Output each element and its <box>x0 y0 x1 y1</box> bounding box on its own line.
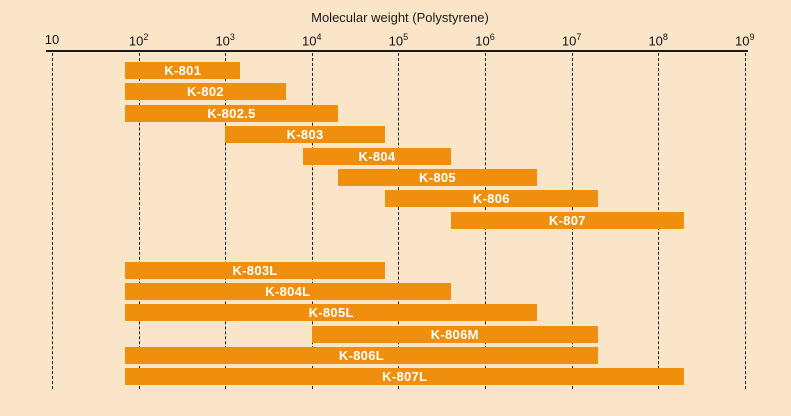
x-axis-tick-label: 102 <box>128 32 149 49</box>
mw-range-bar-k-807l: K-807L <box>125 368 685 385</box>
bar-label: K-807 <box>548 212 586 228</box>
x-axis-tick-label: 109 <box>735 32 755 49</box>
x-axis-tick-label: 107 <box>561 32 582 49</box>
gridline <box>225 53 227 389</box>
gridline <box>744 53 746 389</box>
gridline <box>398 53 400 389</box>
mw-range-bar-k-806l: K-806L <box>125 346 598 364</box>
mw-range-bar-k-804l: K-804L <box>125 283 451 301</box>
bar-label: K-806L <box>338 347 384 363</box>
x-axis-tick-label: 105 <box>388 32 409 49</box>
bar-label: K-806M <box>430 326 479 342</box>
bar-label: K-803 <box>286 127 324 143</box>
mw-range-bar-k-803l: K-803L <box>125 262 385 279</box>
x-axis-tick-label: 103 <box>215 32 235 49</box>
mw-range-bar-k-802-5: K-802.5 <box>125 104 338 122</box>
chart-title: Molecular weight (Polystyrene) <box>311 10 489 25</box>
x-axis-line <box>46 50 748 52</box>
mw-range-bar-k-801: K-801 <box>125 62 241 79</box>
mw-range-bar-k-806m: K-806M <box>311 325 598 343</box>
mw-range-bar-k-802: K-802 <box>125 83 286 101</box>
bar-label: K-801 <box>164 63 202 78</box>
bar-label: K-806 <box>472 191 510 207</box>
bar-label: K-805 <box>419 170 456 185</box>
mw-range-bar-k-803: K-803 <box>225 126 385 144</box>
x-axis-tick-label: 108 <box>648 32 668 49</box>
mw-range-bar-k-805: K-805 <box>337 169 538 186</box>
gridline <box>138 53 140 389</box>
mw-range-bar-k-806: K-806 <box>384 190 598 208</box>
bar-label: K-803L <box>232 263 278 278</box>
gridline <box>52 53 53 389</box>
mw-range-bar-k-805l: K-805L <box>125 304 538 322</box>
bar-label: K-807L <box>382 369 428 384</box>
x-axis-tick-label: 104 <box>302 32 322 49</box>
bar-label: K-804L <box>265 284 311 300</box>
x-axis-tick-label: 106 <box>475 32 495 49</box>
x-axis-tick-label: 10 <box>44 32 60 47</box>
bar-label: K-805L <box>308 305 354 321</box>
mw-range-bar-k-807: K-807 <box>450 211 685 229</box>
mw-range-bar-k-804: K-804 <box>303 147 451 165</box>
bar-label: K-802 <box>186 84 224 100</box>
gridline <box>311 53 313 389</box>
bar-label: K-804 <box>358 148 396 164</box>
bar-label: K-802.5 <box>207 105 256 121</box>
